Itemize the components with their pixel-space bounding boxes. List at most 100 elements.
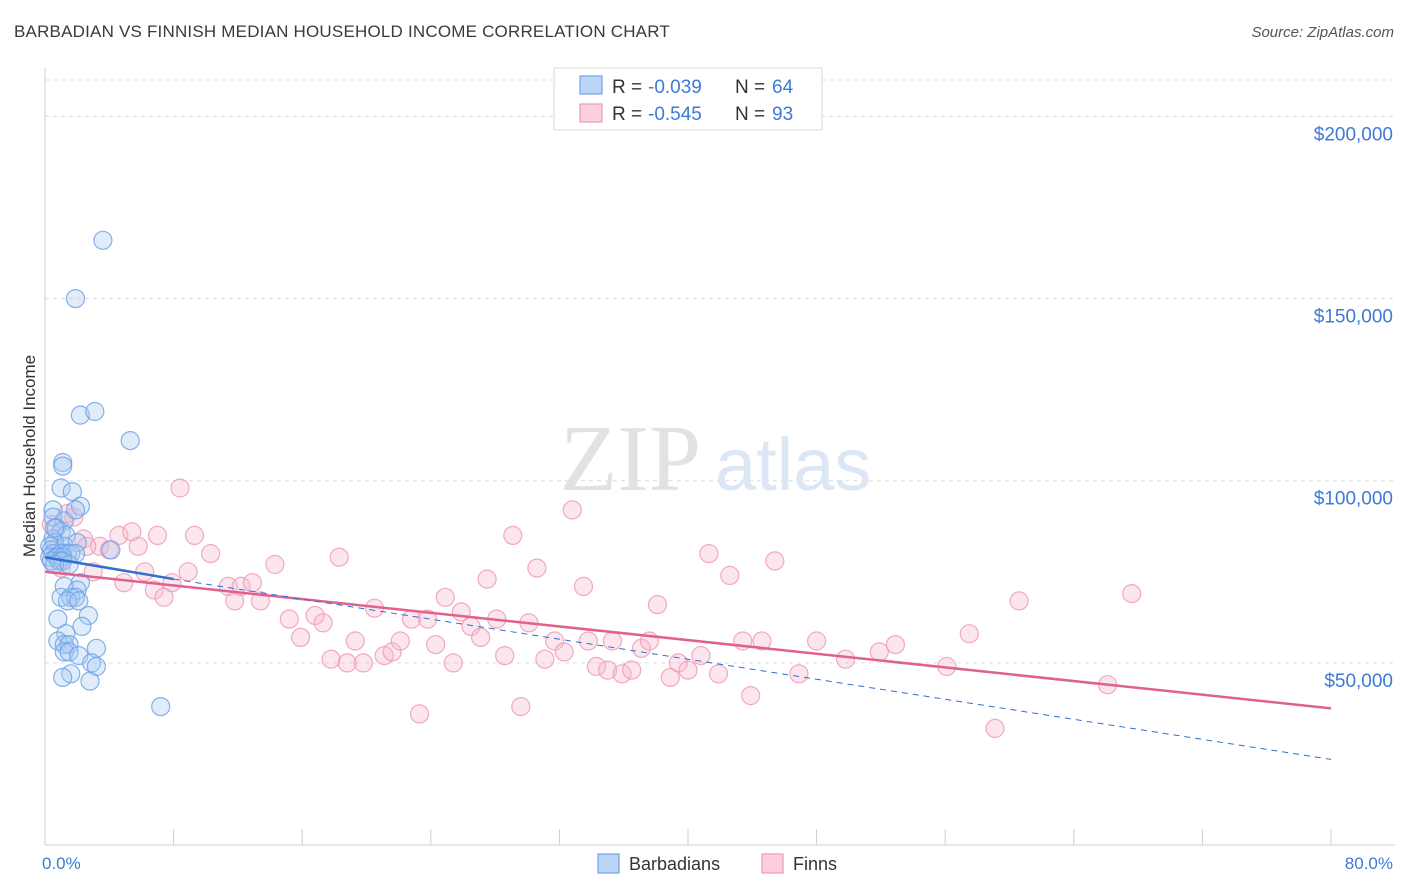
barbadians-point-47 [72,616,92,637]
finns-point-92 [135,562,155,582]
finns-points [41,478,1142,739]
finns-point-8 [184,525,205,546]
finns-point-74 [741,685,761,706]
legend-r-value-2: -0.545 [648,104,702,125]
finns-point-12 [144,580,164,600]
finns-point-22 [265,554,285,575]
y-tick-label-0: $50,000 [1324,671,1393,692]
barbadians-point-60 [80,671,100,691]
finns-point-44 [471,627,491,648]
finns-point-40 [435,587,455,607]
barbadians-point-54 [59,642,79,662]
finns-point-41 [443,653,463,673]
finns-point-23 [279,609,299,629]
barbadians-point-3 [85,401,105,422]
finns-trend-line [44,570,1332,710]
finns-point-49 [511,696,531,717]
barbadians-point-62 [44,518,65,538]
y-tick-label-3: $200,000 [1314,124,1393,145]
finns-point-83 [959,624,979,644]
y-tick-label-2: $150,000 [1314,307,1393,328]
finns-point-20 [242,573,262,593]
finns-point-85 [1009,591,1029,611]
bottom-legend-swatch-barbadians [597,853,620,874]
chart-title: BARBADIAN VS FINNISH MEDIAN HOUSEHOLD IN… [14,22,670,41]
barbadians-points [40,230,171,717]
barbadians-point-63 [65,500,86,520]
legend-n-label-1: N = [735,77,765,98]
finns-point-1 [64,507,84,527]
finns-point-52 [535,649,555,669]
finns-point-77 [789,664,809,684]
finns-point-67 [668,653,689,673]
finns-point-7 [170,478,190,498]
barbadians-point-0 [93,230,113,250]
y-tick-label-1: $100,000 [1314,489,1393,510]
finns-point-78 [806,631,827,651]
finns-point-70 [699,543,719,564]
axes [44,68,1395,846]
y-axis-title: Median Household Income [20,355,39,557]
barbadians-trend-line [44,555,174,581]
barbadians-point-4 [120,431,140,451]
finns-point-80 [869,642,889,662]
barbadians-point-8 [62,482,82,502]
barbadians-point-36 [59,554,79,575]
finns-point-45 [477,569,497,589]
legend-r-label-1: R = [612,77,642,98]
x-tick-label-1: 80.0% [1345,854,1393,873]
finns-point-81 [885,634,906,655]
barbadians-point-2 [70,405,91,425]
finns-point-54 [554,642,574,662]
trend-lines [44,555,1332,760]
bottom-legend-swatch-finns [761,853,784,874]
finns-point-28 [329,547,349,567]
barbadians-point-45 [78,605,99,626]
finns-point-13 [154,587,174,607]
barbadians-point-53 [54,642,74,662]
finns-point-75 [752,631,772,651]
watermark: ZIP atlas [560,407,871,511]
barbadians-point-6 [53,456,73,476]
finns-point-68 [678,660,698,680]
barbadians-point-43 [57,591,78,611]
finns-point-58 [586,656,607,677]
finns-point-48 [503,525,523,546]
finns-point-79 [835,649,856,669]
finns-point-65 [647,594,668,615]
finns-point-31 [353,653,373,673]
x-tick-labels: 0.0% 80.0% [42,854,1393,873]
finns-point-26 [313,613,333,633]
finns-point-39 [426,634,446,655]
finns-point-15 [178,562,198,582]
finns-point-10 [114,573,134,593]
finns-point-84 [985,718,1005,739]
finns-point-90 [77,536,97,556]
finns-point-66 [660,667,680,688]
bottom-legend-label-barbadians: Barbadians [629,854,720,874]
finns-point-56 [573,576,594,597]
finns-point-36 [401,609,422,629]
finns-point-11 [128,536,148,556]
finns-point-37 [409,704,430,724]
finns-point-25 [305,605,325,626]
legend-r-value-1: -0.039 [648,77,702,98]
legend-n-value-2: 93 [772,104,793,125]
barbadians-point-46 [48,609,68,629]
finns-point-24 [291,627,311,648]
finns-point-51 [527,558,547,578]
finns-point-53 [544,631,565,651]
finns-point-29 [337,653,357,673]
chart-source: Source: ZipAtlas.com [1251,24,1394,41]
barbadians-point-44 [69,591,89,611]
legend-n-label-2: N = [735,104,765,125]
finns-point-35 [390,631,410,651]
finns-point-59 [597,660,618,680]
legend-n-value-1: 64 [772,77,794,98]
barbadians-trend-dashed [173,578,1332,760]
finns-point-71 [708,664,729,684]
barbadians-point-1 [65,289,86,309]
legend-top: R = -0.039 N = 64 R = -0.545 N = 93 [553,67,823,131]
finns-point-62 [622,660,642,680]
